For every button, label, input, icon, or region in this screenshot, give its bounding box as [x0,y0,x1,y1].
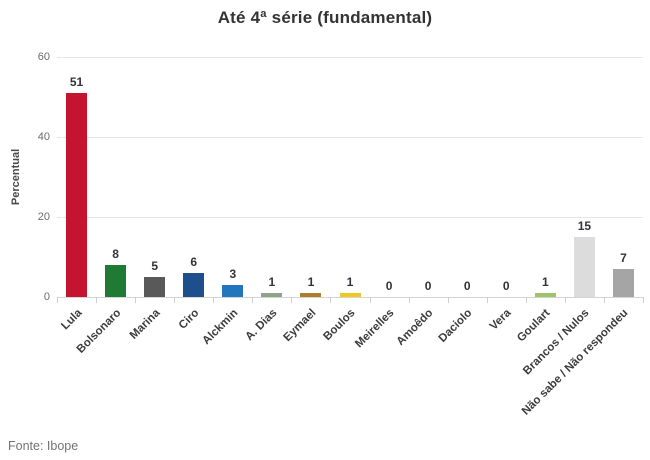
bar [144,277,166,297]
bar [105,265,127,297]
x-tick [447,297,449,303]
x-tick [330,297,332,303]
value-label: 1 [307,275,315,289]
value-label: 51 [69,75,84,89]
x-tick [57,297,58,303]
value-label: 1 [541,275,549,289]
y-axis-label: Percentual [10,148,22,206]
bar [612,269,634,297]
y-tick-label: 60 [37,51,50,63]
x-axis-line [57,297,643,298]
chart-title: Até 4ª série (fundamental) [217,8,433,27]
y-tick-label: 20 [37,211,50,223]
y-tick-label: 40 [37,131,50,143]
x-tick [369,297,371,303]
value-label: 3 [229,267,237,281]
value-label: 0 [424,279,432,293]
value-label: 15 [577,219,592,233]
value-label: 0 [385,279,393,293]
gridline [57,137,643,138]
value-label: 1 [268,275,276,289]
x-tick [603,297,605,303]
x-tick [252,297,254,303]
x-tick [135,297,137,303]
bar [339,293,361,297]
value-label: 5 [151,259,158,273]
source-note: Fonte: Ibope [8,439,79,453]
x-tick [643,297,644,303]
bar [300,293,322,297]
gridline [57,217,643,218]
bar [183,273,205,297]
bar [573,237,595,297]
bar [534,293,556,297]
gridline [57,57,643,58]
x-tick [564,297,566,303]
x-tick [408,297,410,303]
value-label: 6 [190,255,198,269]
bar [222,285,244,297]
value-label: 0 [502,279,510,293]
x-tick [291,297,293,303]
y-tick-label: 0 [43,291,50,303]
value-label: 0 [463,279,471,293]
x-tick [525,297,527,303]
bar [261,293,283,297]
bar [66,93,88,297]
x-tick [174,297,176,303]
plot-area: 0 20 40 60 51 Lula 8 Bolsonaro 5 Marina 6 Ciro 3 Alck… [38,52,644,418]
x-tick [96,297,98,303]
x-tick [213,297,215,303]
value-label: 8 [112,247,119,261]
value-label: 1 [346,275,354,289]
x-tick [486,297,488,303]
value-label: 7 [620,251,627,265]
